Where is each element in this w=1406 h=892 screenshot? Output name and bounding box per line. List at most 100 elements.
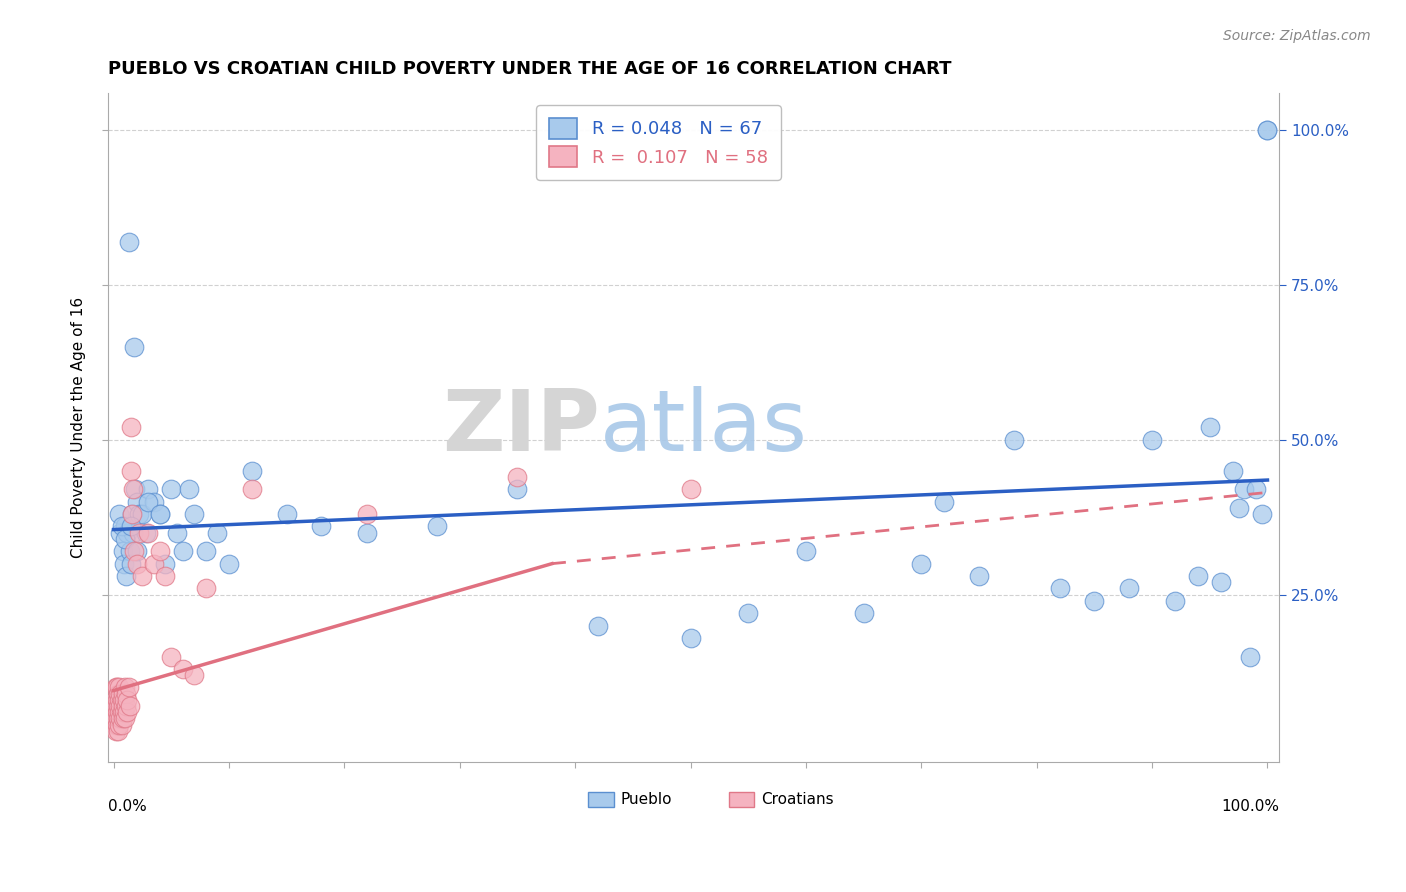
Point: [166, 525, 188, 540]
Point: [506, 483, 529, 497]
Point: [149, 507, 172, 521]
Point: [105, 681, 128, 695]
Point: [108, 681, 131, 695]
Point: [679, 631, 702, 645]
Point: [108, 693, 131, 707]
Point: [120, 557, 142, 571]
Point: [111, 699, 134, 714]
Point: [112, 557, 135, 571]
Point: [114, 519, 136, 533]
Point: [194, 544, 217, 558]
Point: [177, 483, 200, 497]
Point: [107, 699, 129, 714]
Point: [1256, 123, 1278, 137]
Point: [160, 649, 183, 664]
Point: [1244, 483, 1267, 497]
Point: [110, 525, 132, 540]
Text: Pueblo: Pueblo: [621, 792, 672, 806]
Point: [1256, 123, 1278, 137]
Point: [110, 699, 132, 714]
FancyBboxPatch shape: [728, 792, 754, 806]
Point: [149, 507, 172, 521]
Point: [115, 699, 138, 714]
Text: Source: ZipAtlas.com: Source: ZipAtlas.com: [1223, 29, 1371, 43]
Point: [240, 483, 263, 497]
Point: [1227, 500, 1250, 515]
Point: [110, 705, 132, 719]
Point: [135, 525, 157, 540]
Point: [1187, 569, 1209, 583]
Point: [679, 483, 702, 497]
Point: [207, 525, 229, 540]
FancyBboxPatch shape: [588, 792, 614, 806]
Point: [117, 693, 139, 707]
Point: [108, 507, 131, 521]
Point: [506, 470, 529, 484]
Point: [107, 711, 129, 725]
Point: [155, 569, 177, 583]
Point: [852, 606, 875, 620]
Point: [104, 699, 127, 714]
Point: [104, 681, 127, 695]
Point: [1140, 433, 1163, 447]
Point: [115, 687, 138, 701]
Point: [108, 717, 131, 731]
Point: [124, 544, 146, 558]
Point: [160, 483, 183, 497]
Point: [118, 544, 141, 558]
Point: [120, 464, 142, 478]
Point: [172, 544, 194, 558]
Point: [967, 569, 990, 583]
Point: [125, 494, 148, 508]
Point: [218, 557, 240, 571]
Legend: R = 0.048   N = 67, R =  0.107   N = 58: R = 0.048 N = 67, R = 0.107 N = 58: [536, 105, 780, 179]
Point: [118, 699, 141, 714]
Point: [309, 519, 332, 533]
Point: [172, 662, 194, 676]
Point: [124, 340, 146, 354]
Point: [122, 483, 145, 497]
Point: [114, 532, 136, 546]
Point: [136, 494, 159, 508]
Point: [104, 711, 127, 725]
Point: [240, 464, 263, 478]
Point: [356, 525, 378, 540]
Point: [110, 711, 132, 725]
Point: [104, 723, 127, 738]
Point: [142, 557, 165, 571]
Point: [104, 717, 127, 731]
Point: [910, 557, 932, 571]
Point: [125, 557, 148, 571]
Point: [426, 519, 449, 533]
Point: [1002, 433, 1025, 447]
Point: [1198, 420, 1220, 434]
Point: [120, 519, 142, 533]
Point: [114, 711, 136, 725]
Point: [105, 717, 128, 731]
Point: [104, 693, 127, 707]
Point: [356, 507, 378, 521]
Point: [117, 525, 139, 540]
Point: [117, 681, 139, 695]
Point: [136, 525, 159, 540]
Point: [155, 557, 177, 571]
Point: [117, 705, 139, 719]
Text: 100.0%: 100.0%: [1220, 798, 1279, 814]
Point: [194, 582, 217, 596]
Point: [114, 681, 136, 695]
Point: [110, 687, 132, 701]
Y-axis label: Child Poverty Under the Age of 16: Child Poverty Under the Age of 16: [72, 297, 86, 558]
Point: [112, 705, 135, 719]
Point: [131, 569, 153, 583]
Point: [107, 687, 129, 701]
Point: [136, 483, 159, 497]
Point: [107, 723, 129, 738]
Point: [120, 420, 142, 434]
Point: [110, 519, 132, 533]
Point: [1222, 464, 1244, 478]
Point: [125, 544, 148, 558]
Point: [111, 711, 134, 725]
Text: atlas: atlas: [600, 386, 807, 469]
Point: [105, 705, 128, 719]
Point: [112, 693, 135, 707]
